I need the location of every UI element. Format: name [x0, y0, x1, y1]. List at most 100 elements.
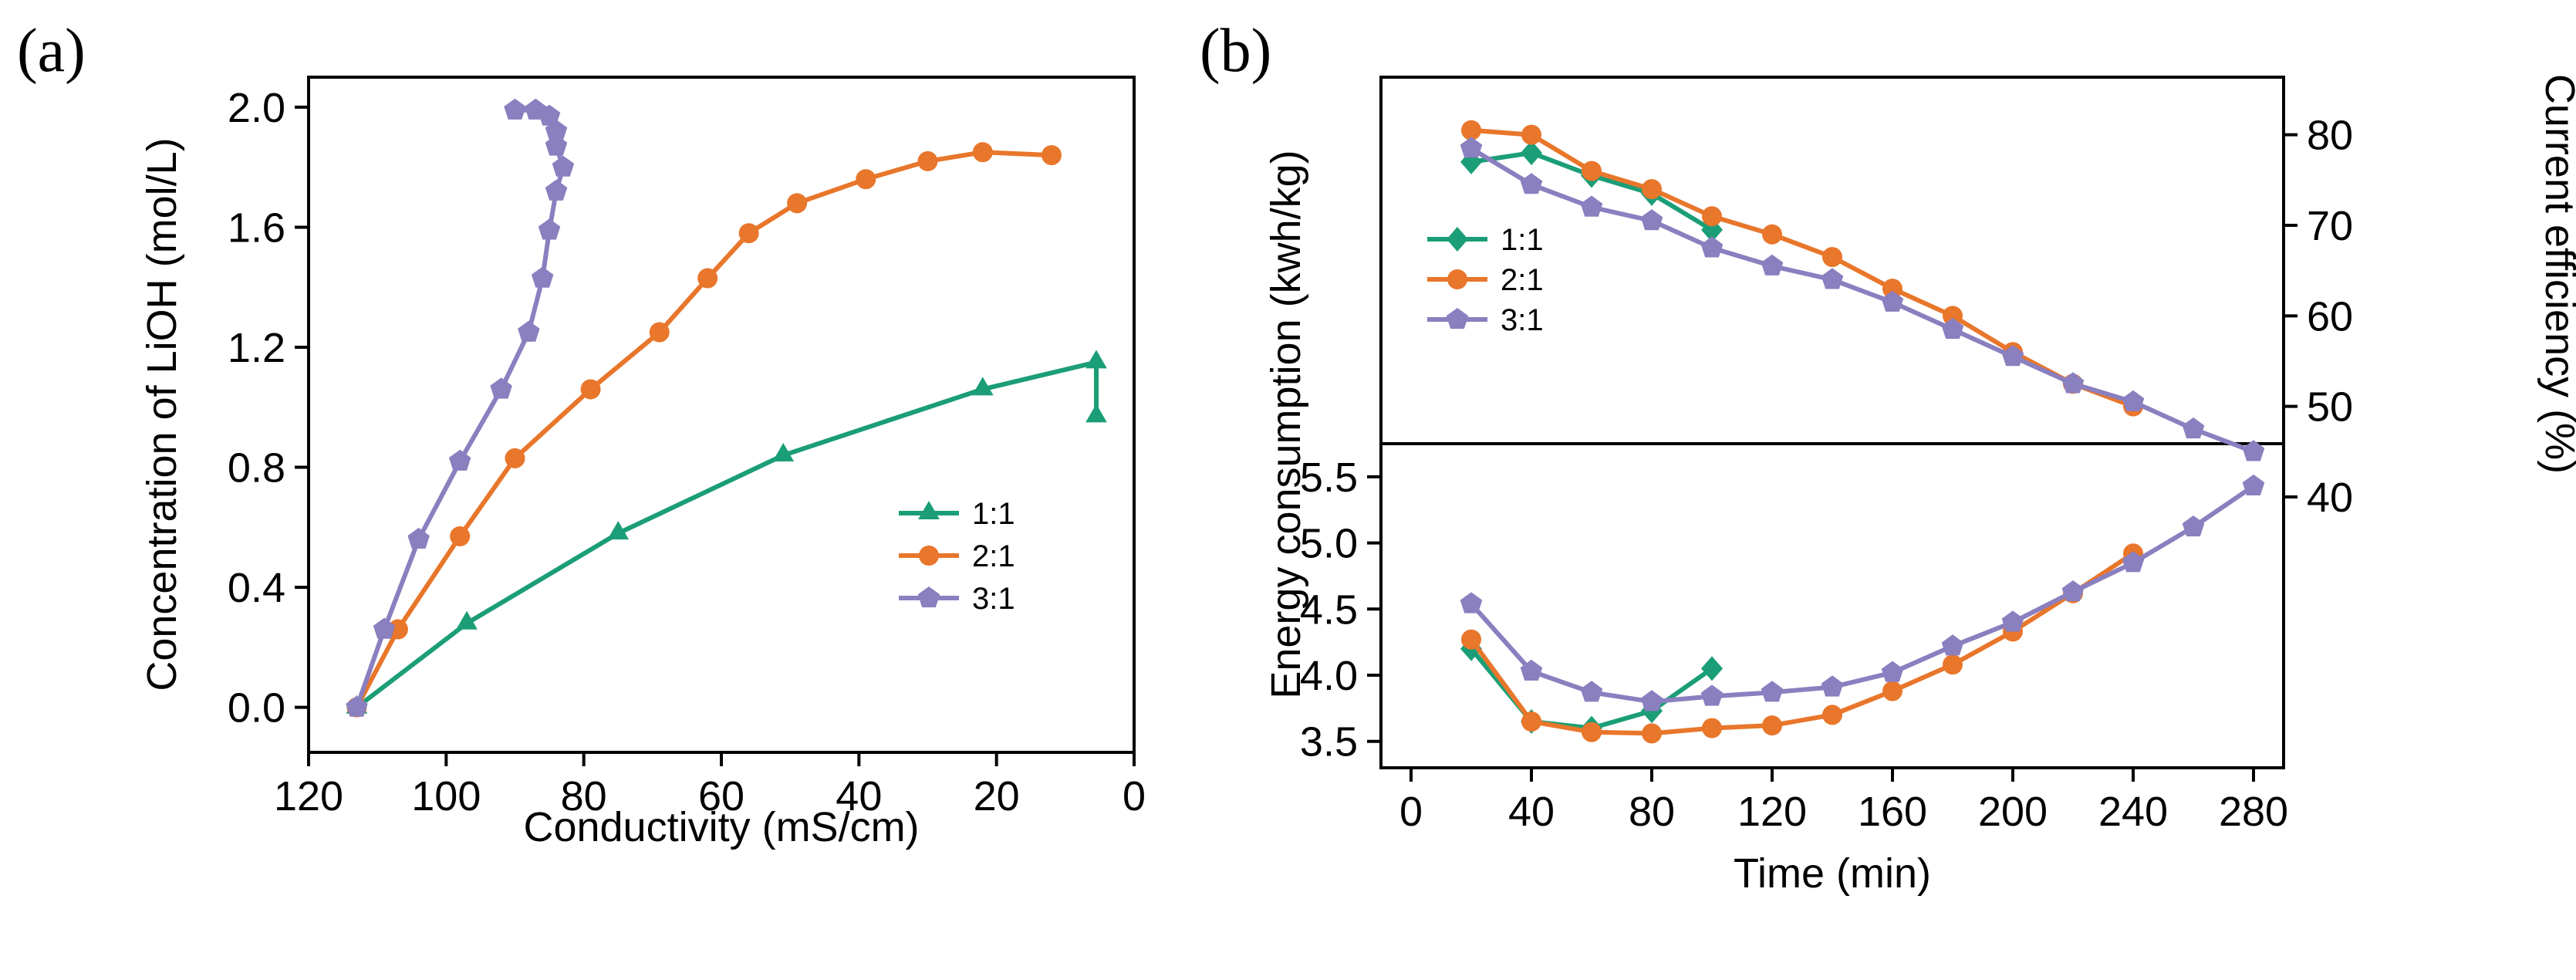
- panel-a-y-ticks: 0.0 0.4 0.8 1.2 1.6 2.0: [228, 85, 309, 732]
- panel-b-bottom-x-tick-label: 200: [1978, 789, 2048, 835]
- panel-a-point-2-1: [917, 150, 938, 171]
- panel-b-top-line-2-1: [1470, 127, 2135, 409]
- panel-b-legend-label-2-1: 2:1: [1501, 263, 1544, 297]
- panel-a-y-tick-label: 0.4: [228, 565, 285, 611]
- panel-a-x-ticks: 120 100 80 60 40 20 0: [274, 752, 1146, 819]
- panel-b-top-point-1-1: [1521, 140, 1542, 166]
- panel-b-bottom-x-tick-label: 40: [1508, 789, 1555, 835]
- panel-a-point-3-1: [373, 617, 396, 639]
- panel-a-point-3-1: [448, 449, 471, 471]
- panel-b-bottom-point-3-1: [1941, 634, 1964, 656]
- panel-b-legend-marker-3-1: [1446, 308, 1469, 329]
- panel-b-bottom-y-tick-label: 5.5: [1300, 455, 1358, 501]
- panel-a-point-3-1: [407, 527, 430, 549]
- panel-b-legend-label-1-1: 1:1: [1501, 223, 1544, 257]
- panel-b-bottom-point-2-1: [1882, 681, 1902, 701]
- panel-a-point-1-1: [772, 443, 795, 461]
- panel-b-bottom-x-tick-label: 280: [2219, 789, 2288, 835]
- panel-a-tag: (a): [17, 17, 86, 85]
- panel-b-top-point-2-1: [1461, 120, 1481, 140]
- panel-a-point-2-1: [580, 379, 601, 400]
- panel-a-legend-marker-3-1: [917, 586, 940, 608]
- panel-b-bottom-point-3-1: [1640, 690, 1663, 711]
- panel-b-bottom-x-tick-label: 80: [1629, 789, 1675, 835]
- panel-b-top-point-2-1: [1642, 179, 1662, 200]
- panel-a-x-axis-title: Conductivity (mS/cm): [523, 804, 919, 850]
- panel-a-point-3-1: [545, 179, 568, 201]
- panel-b-top-point-3-1: [1941, 317, 1964, 340]
- panel-b-bottom-point-3-1: [1520, 659, 1543, 681]
- panel-b-legend-marker-2-1: [1447, 269, 1467, 289]
- panel-a-point-3-1: [538, 218, 561, 240]
- panel-b-top-point-3-1: [1881, 290, 1904, 312]
- panel-b: (b) 40 50 60 70 80 3.5 4.0 4.5 5.0 5.5 0 40 80 120 1…: [1200, 17, 2576, 897]
- panel-a-point-3-1: [525, 98, 547, 120]
- panel-a-point-3-1: [518, 320, 540, 342]
- panel-b-bottom-point-3-1: [1580, 681, 1603, 702]
- panel-a-legend-marker-2-1: [919, 546, 939, 566]
- panel-a-y-axis-title: Concentration of LiOH (mol/L): [139, 137, 185, 691]
- panel-a-x-tick-label: 0: [1123, 773, 1146, 819]
- panel-a-point-2-1: [1042, 145, 1062, 166]
- panel-a-point-3-1: [552, 155, 575, 177]
- panel-b-right-y-axis-title: Current efficiency (%): [2537, 74, 2576, 474]
- panel-b-bottom-x-tick-label: 120: [1737, 789, 1807, 835]
- panel-b-top-point-2-1: [1582, 161, 1602, 181]
- panel-b-top-point-2-1: [1822, 247, 1842, 268]
- panel-a-legend-marker-1-1: [918, 501, 940, 519]
- panel-a-legend-label-1-1: 1:1: [972, 497, 1015, 531]
- panel-b-legend: 1:1 2:1 3:1: [1427, 223, 1544, 337]
- panel-a-point-2-1: [787, 193, 808, 214]
- panel-b-bottom-plot-frame: [1379, 442, 2285, 769]
- panel-a-point-2-1: [856, 169, 876, 190]
- panel-b-bottom-y-tick-label: 4.0: [1300, 653, 1358, 699]
- panel-b-bottom-point-2-1: [1582, 721, 1602, 742]
- panel-a-point-1-1: [1085, 350, 1107, 369]
- panel-b-bottom-point-3-1: [2001, 610, 2024, 632]
- panel-a-point-1-1: [1085, 404, 1107, 423]
- panel-a-y-tick-label: 1.2: [228, 325, 285, 371]
- panel-a-y-tick-label: 0.8: [228, 445, 285, 492]
- panel-b-bottom-point-1-1: [1701, 656, 1723, 681]
- panel-a-legend: 1:1 2:1 3:1: [899, 497, 1015, 616]
- panel-b-bottom-point-2-1: [1822, 705, 1842, 725]
- panel-b-bottom-x-tick-label: 0: [1399, 789, 1423, 835]
- panel-b-top-point-3-1: [1460, 137, 1483, 158]
- panel-a-point-3-1: [346, 695, 368, 717]
- panel-b-bottom-y-tick-label: 3.5: [1300, 719, 1358, 765]
- panel-b-top-y-tick-label: 40: [2307, 475, 2353, 521]
- panel-b-bottom-x-tick-label: 160: [1858, 789, 1927, 835]
- panel-b-top-y-tick-label: 60: [2307, 293, 2353, 340]
- panel-a-point-2-1: [738, 223, 759, 244]
- panel-b-bottom-point-3-1: [1881, 661, 1904, 682]
- panel-a-series: [346, 98, 1107, 718]
- panel-b-top-point-3-1: [2061, 372, 2085, 394]
- panel-a-y-tick-label: 0.0: [228, 685, 285, 732]
- panel-b-top-point-2-1: [1702, 206, 1722, 227]
- panel-b-bottom-point-3-1: [1821, 675, 1844, 697]
- panel-a: (a) 120 100 80 60 40 20 0 0.0 0.4 0.8 1.2 1.6 2.0 C…: [17, 17, 1146, 850]
- panel-b-bottom-point-3-1: [2182, 515, 2205, 537]
- panel-b-bottom-point-3-1: [2061, 580, 2085, 602]
- panel-b-legend-marker-1-1: [1447, 227, 1468, 252]
- panel-b-bottom-point-3-1: [2242, 474, 2265, 495]
- panel-b-top-point-3-1: [1761, 254, 1784, 275]
- panel-a-point-2-1: [972, 142, 993, 163]
- panel-b-top-point-3-1: [1821, 268, 1844, 289]
- panel-b-top-point-2-1: [1521, 124, 1541, 145]
- panel-a-point-1-1: [972, 377, 994, 396]
- panel-a-line-3-1: [354, 107, 566, 708]
- panel-b-bottom-point-2-1: [1943, 654, 1963, 675]
- panel-a-y-tick-label: 1.6: [228, 204, 285, 251]
- panel-b-bottom-line-3-1: [1469, 484, 2255, 705]
- panel-b-bottom-point-2-1: [1521, 711, 1541, 732]
- panel-b-top-point-3-1: [2242, 440, 2265, 461]
- panel-b-top-point-3-1: [1580, 195, 1603, 217]
- panel-a-point-3-1: [504, 98, 526, 120]
- panel-b-bottom-point-2-1: [1702, 718, 1722, 738]
- panel-b-bottom-point-3-1: [1700, 684, 1724, 706]
- panel-b-top-y-tick-label: 50: [2307, 384, 2353, 431]
- panel-a-point-1-1: [456, 610, 478, 630]
- panel-b-top-y-tick-label: 70: [2307, 203, 2353, 249]
- panel-b-top-point-3-1: [2001, 345, 2024, 367]
